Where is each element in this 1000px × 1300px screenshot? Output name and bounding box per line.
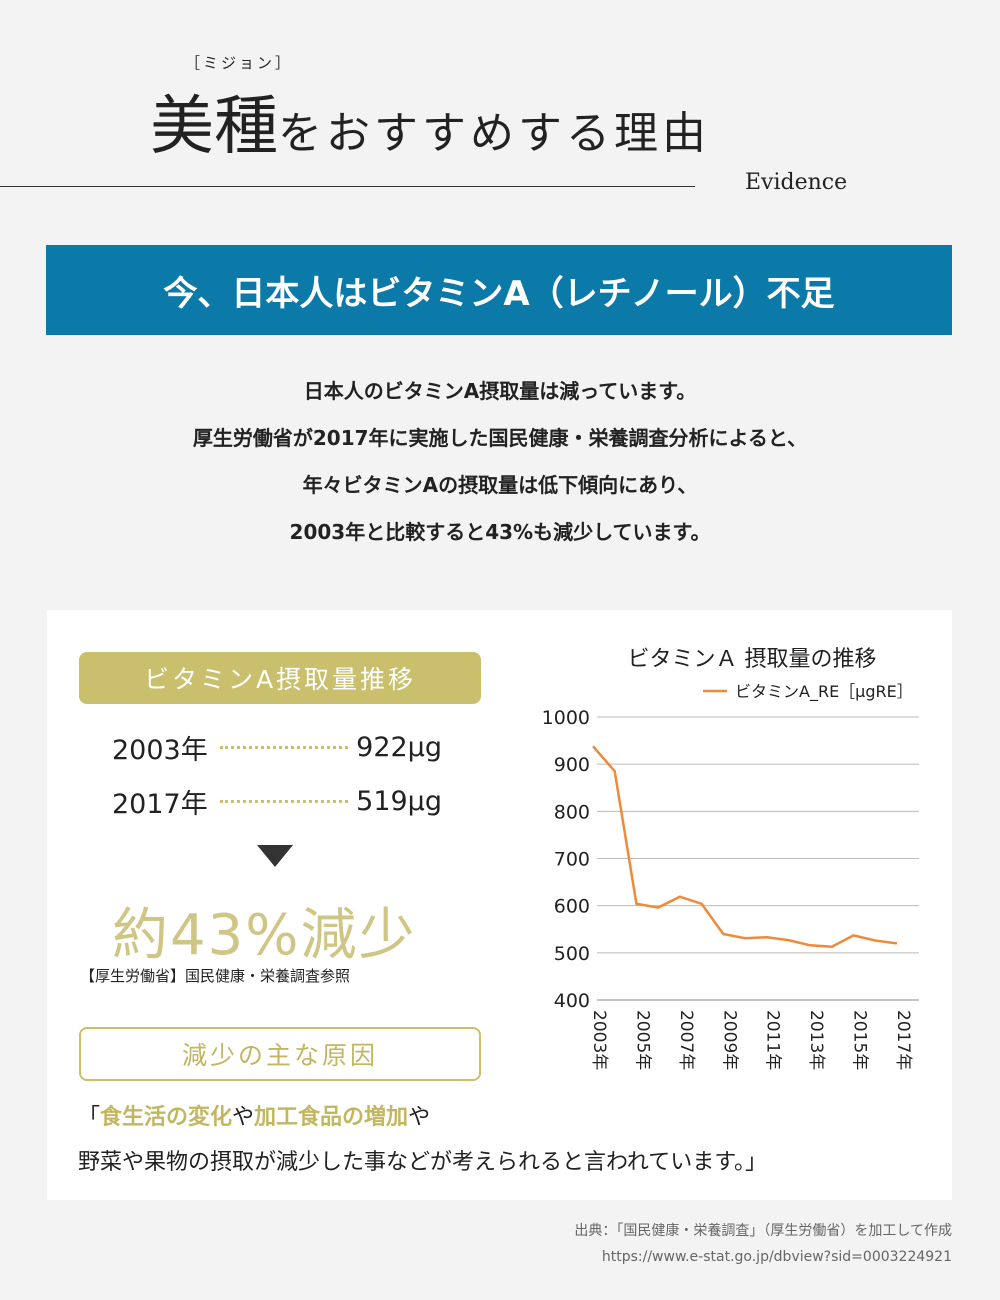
x-tick-label: 2013年 (806, 1010, 826, 1070)
footer-line: 出典：「国民健康・栄養調査」（厚生労働省）を加工して作成 (574, 1223, 952, 1239)
heading-main: 美種 (150, 90, 278, 164)
intro-line: 厚生労働省が2017年に実施した国民健康・栄養調査分析によると、 (192, 426, 808, 450)
intro-line: 2003年と比較すると43%も減少しています。 (289, 520, 711, 544)
y-tick-label: 800 (554, 801, 590, 823)
x-tick-label: 2011年 (763, 1010, 783, 1070)
summary-label: ビタミンA摂取量推移 (79, 652, 481, 704)
x-tick-label: 2015年 (850, 1010, 870, 1070)
arrow (257, 845, 293, 867)
cause-line: 野菜や果物の摂取が減少した事などが考えられると言われています。」 (78, 1150, 768, 1175)
source: 【厚生労働省】国民健康・栄養調査参照 (80, 967, 351, 985)
x-tick-label: 2003年 (589, 1010, 609, 1070)
cause-line: 「食生活の変化や加工食品の増加や (78, 1095, 767, 1140)
footer-line: https://www.e-stat.go.jp/dbview?sid=0003… (601, 1249, 952, 1265)
summary-row: 2003年 922μg (112, 728, 442, 767)
y-tick-label: 900 (554, 754, 590, 776)
cause-text: 「食生活の変化や加工食品の増加や 野菜や果物の摂取が減少した事などが考えられると… (78, 1095, 767, 1185)
year: 2003年 (112, 735, 208, 766)
y-tick-label: 600 (554, 896, 590, 918)
intro-line: 日本人のビタミンA摂取量は減っています。 (303, 379, 697, 403)
heading: 美種をおすすめする理由 (150, 75, 710, 167)
highlight: 食生活の変化 (100, 1105, 233, 1130)
subtitle: Evidence (745, 170, 848, 195)
intro: 日本人のビタミンA摂取量は減っています。 厚生労働省が2017年に実施した国民健… (0, 368, 1000, 556)
amount: 922μg (356, 732, 442, 763)
panel (47, 610, 952, 1200)
chart-title: ビタミンＡ 摂取量の推移 (628, 647, 877, 672)
intro-line: 年々ビタミンAの摂取量は低下傾向にあり、 (302, 473, 698, 497)
banner: 今、日本人はビタミンA（レチノール）不足 (46, 245, 952, 335)
y-tick-label: 700 (554, 849, 590, 871)
chart: ビタミンＡ 摂取量の推移 400 500 600 700 800 900 1000 2003年… (542, 647, 919, 1070)
line (592, 745, 898, 948)
x-tick-label: 2007年 (676, 1010, 696, 1070)
legend-label: ビタミンA_RE［μgRE］ (735, 682, 913, 702)
year: 2017年 (112, 789, 208, 820)
result: 約43%減少 (112, 903, 417, 968)
amount: 519μg (356, 786, 442, 817)
y-tick-label: 400 (554, 990, 590, 1012)
x-tick-label: 2017年 (893, 1010, 913, 1070)
cause-label: 減少の主な原因 (79, 1027, 481, 1081)
highlight: 加工食品の増加 (254, 1105, 409, 1130)
text: や (408, 1105, 431, 1130)
summary-row: 2017年 519μg (112, 782, 442, 821)
x-tick-label: 2009年 (719, 1010, 739, 1070)
heading-rest: をおすすめする理由 (278, 108, 710, 159)
y-tick-label: 500 (554, 943, 590, 965)
text: 「 (78, 1105, 101, 1130)
footer: 出典：「国民健康・栄養調査」（厚生労働省）を加工して作成 https://www… (574, 1218, 952, 1270)
ruby: ［ミジョン］ (185, 54, 294, 72)
rule (0, 186, 695, 187)
x-tick-label: 2005年 (632, 1010, 652, 1070)
text: や (232, 1105, 255, 1130)
y-tick-label: 1000 (542, 707, 590, 729)
